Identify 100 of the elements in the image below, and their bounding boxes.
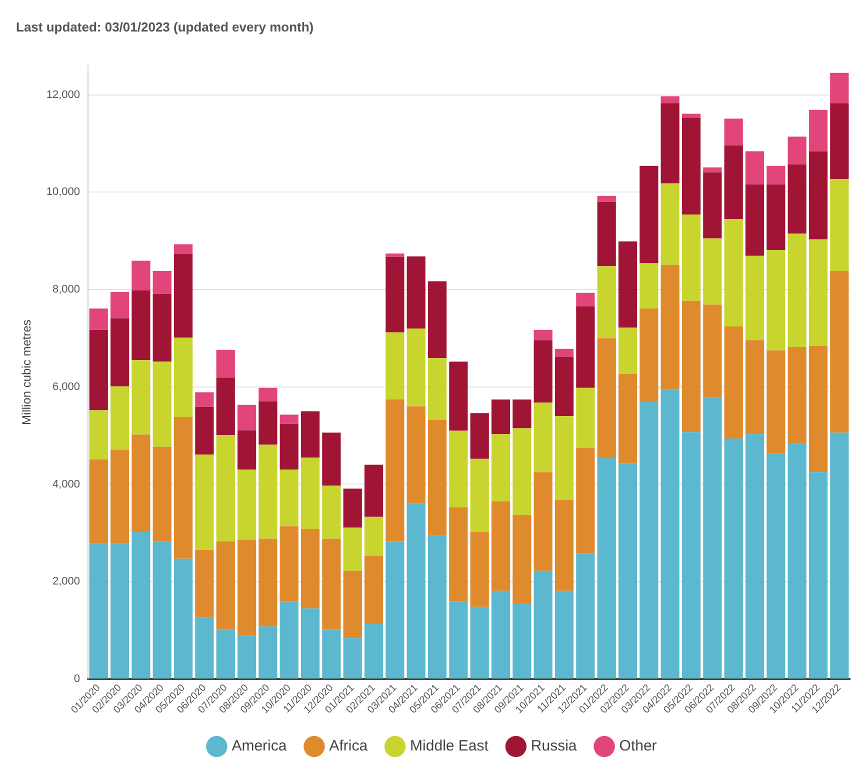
bar <box>322 432 341 486</box>
bar <box>110 292 130 318</box>
bar <box>640 308 658 402</box>
bar <box>640 166 658 264</box>
bar <box>788 346 806 444</box>
bar <box>745 184 764 256</box>
bar <box>237 430 256 470</box>
bar <box>216 378 235 436</box>
bar <box>660 264 680 390</box>
bar <box>237 540 256 636</box>
bar <box>195 618 214 678</box>
bar <box>830 432 849 678</box>
bar <box>428 420 447 536</box>
bar <box>280 414 298 424</box>
bar <box>406 328 426 406</box>
bar <box>364 623 384 678</box>
bar <box>766 350 786 454</box>
bar <box>237 636 256 678</box>
bar <box>152 542 172 678</box>
y-tick-label: 2,000 <box>52 576 80 588</box>
bar <box>216 435 235 542</box>
y-tick-label: 0 <box>74 672 80 685</box>
bar <box>428 281 447 358</box>
bar <box>766 250 786 350</box>
bar <box>534 340 552 402</box>
bar <box>258 444 278 539</box>
bar <box>618 327 638 374</box>
bar <box>808 346 828 472</box>
bar <box>174 417 193 559</box>
y-axis-title: Million cubic metres <box>20 320 34 425</box>
y-tick-label: 10,000 <box>46 186 80 198</box>
bar <box>788 444 806 678</box>
bar <box>491 501 510 591</box>
bar <box>808 239 828 346</box>
bar <box>766 453 786 678</box>
bar <box>343 528 362 571</box>
bar <box>406 504 426 678</box>
bar <box>682 214 701 301</box>
bar <box>830 179 849 272</box>
bar <box>576 448 595 554</box>
bar <box>258 538 278 626</box>
bar <box>745 340 764 434</box>
bar <box>428 536 447 678</box>
bar <box>195 392 214 407</box>
bar <box>724 218 743 327</box>
bar <box>132 260 150 290</box>
bar <box>724 118 743 146</box>
bar <box>280 601 298 678</box>
bar <box>576 553 595 678</box>
bar <box>470 413 489 459</box>
bar <box>808 472 828 678</box>
bar <box>216 629 235 678</box>
bar <box>534 402 552 472</box>
bar <box>491 590 510 678</box>
bar <box>132 532 150 678</box>
bar <box>491 434 510 502</box>
bar <box>554 416 574 500</box>
bar <box>682 432 701 678</box>
bar <box>343 570 362 638</box>
bar <box>237 470 256 540</box>
bar <box>280 470 298 526</box>
bar <box>152 294 172 362</box>
bar <box>322 486 341 539</box>
legend-label: America <box>232 738 288 755</box>
bar <box>597 202 616 266</box>
bar <box>110 318 130 386</box>
bar <box>322 538 341 630</box>
y-tick-label: 6,000 <box>52 380 80 393</box>
bar <box>174 244 193 254</box>
bar <box>745 151 764 184</box>
bar <box>788 136 806 164</box>
bar <box>364 556 384 624</box>
bar <box>364 464 384 517</box>
bar <box>808 151 828 240</box>
bar <box>618 241 638 328</box>
y-tick-label: 4,000 <box>52 478 80 490</box>
bar <box>703 304 722 398</box>
bar <box>766 166 786 184</box>
bar <box>597 338 616 458</box>
bar <box>195 550 214 618</box>
bar <box>89 330 108 410</box>
bar <box>470 458 489 532</box>
legend-label: Russia <box>530 738 578 755</box>
bar <box>280 424 298 470</box>
bar <box>554 348 574 357</box>
bar <box>597 457 616 678</box>
bar <box>258 626 278 678</box>
bar <box>512 428 532 515</box>
bar <box>174 558 193 678</box>
bar <box>343 488 362 528</box>
bar <box>428 358 447 420</box>
bar <box>132 360 150 435</box>
bar <box>300 608 320 678</box>
bar <box>110 386 130 450</box>
bar <box>343 638 362 678</box>
bar <box>89 410 108 460</box>
y-tick-label: 8,000 <box>52 284 80 296</box>
bar <box>470 606 489 678</box>
bar <box>174 254 193 338</box>
bar <box>830 271 849 433</box>
